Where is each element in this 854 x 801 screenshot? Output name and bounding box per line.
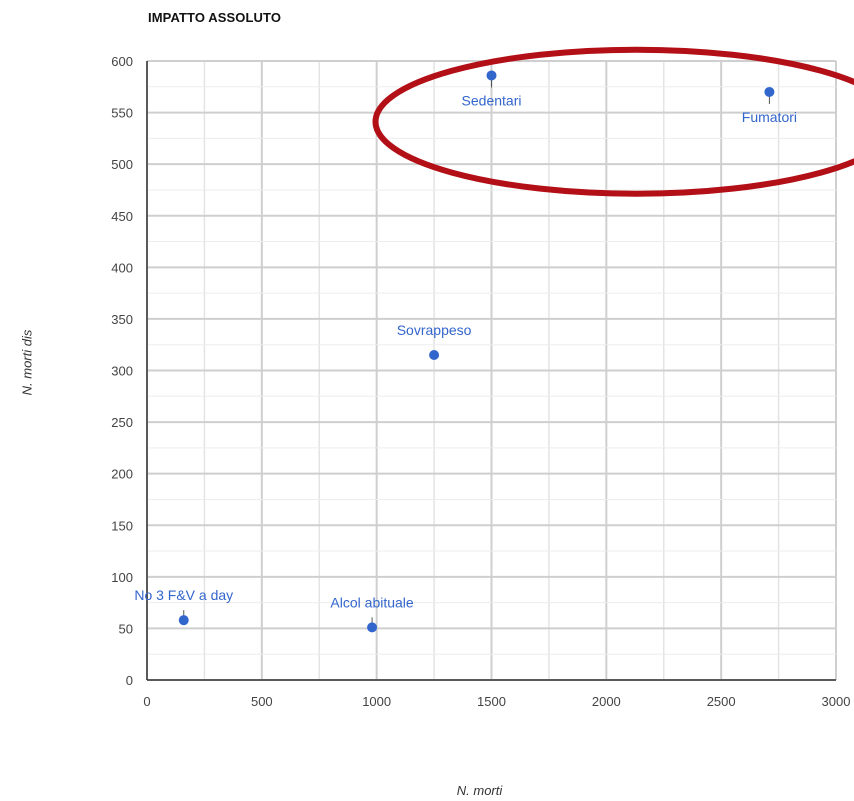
y-tick-label: 50 xyxy=(119,621,133,636)
data-point xyxy=(764,86,775,97)
y-tick-label: 350 xyxy=(111,312,133,327)
highlight-ellipse xyxy=(372,46,854,197)
data-point-label: No 3 F&V a day xyxy=(134,587,233,603)
x-tick-label: 2500 xyxy=(707,694,736,709)
y-tick-label: 400 xyxy=(111,260,133,275)
data-point-label: Sedentari xyxy=(462,92,522,108)
data-point-label: Alcol abituale xyxy=(330,594,413,610)
grid xyxy=(146,60,837,681)
data-point-label: Fumatori xyxy=(742,109,797,125)
y-tick-label: 500 xyxy=(111,157,133,172)
x-tick-label: 1500 xyxy=(477,694,506,709)
x-axis-title: N. morti xyxy=(456,783,503,798)
y-tick-label: 250 xyxy=(111,415,133,430)
x-tick-label: 1000 xyxy=(362,694,391,709)
axes xyxy=(146,61,836,681)
data-points: No 3 F&V a day Alcol abituale Sovrappeso Se… xyxy=(134,70,797,633)
y-tick-label: 150 xyxy=(111,518,133,533)
data-point xyxy=(486,70,497,81)
y-tick-label: 100 xyxy=(111,570,133,585)
chart-title: IMPATTO ASSOLUTO xyxy=(148,10,282,25)
y-tick-label: 600 xyxy=(111,54,133,69)
y-tick-label: 0 xyxy=(126,673,133,688)
y-tick-label: 550 xyxy=(111,106,133,121)
y-tick-label: 450 xyxy=(111,209,133,224)
data-point xyxy=(429,350,440,361)
tick-labels: 0 500 1000 1500 2000 2500 3000 0 50 100 150 200 250 3… xyxy=(111,54,850,709)
data-point xyxy=(367,622,378,633)
data-point-label: Sovrappeso xyxy=(397,322,472,338)
y-tick-label: 200 xyxy=(111,467,133,482)
data-point xyxy=(178,615,189,626)
x-tick-label: 500 xyxy=(251,694,273,709)
x-tick-label: 0 xyxy=(143,694,150,709)
y-tick-label: 300 xyxy=(111,364,133,379)
highlight-annotation xyxy=(372,46,854,197)
x-tick-label: 2000 xyxy=(592,694,621,709)
x-tick-label: 3000 xyxy=(822,694,851,709)
